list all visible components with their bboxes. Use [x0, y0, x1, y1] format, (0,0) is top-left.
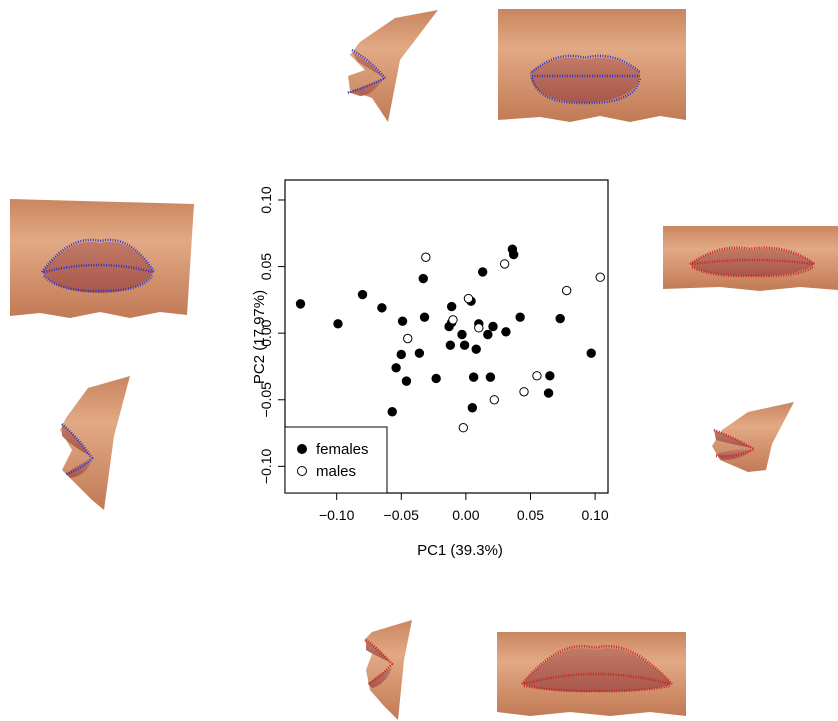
- legend-box: [285, 427, 387, 493]
- legend-label-females: females: [316, 441, 369, 458]
- y-tick-label: −0.10: [258, 448, 274, 484]
- bottom-side-profile-image: [364, 620, 412, 720]
- top-front-view-image: [498, 9, 686, 122]
- point-female: [478, 268, 486, 276]
- point-female: [419, 274, 427, 282]
- x-tick-label: 0.05: [517, 507, 544, 523]
- point-female: [509, 250, 517, 258]
- point-female: [397, 350, 405, 358]
- x-axis: −0.10 −0.05 0.00 0.05 0.10: [319, 493, 609, 523]
- y-tick-label: −0.05: [258, 382, 274, 418]
- top-side-profile-image: [347, 10, 438, 122]
- point-female: [334, 320, 342, 328]
- right-side-profile-image: [712, 402, 794, 472]
- left-side-profile-image: [60, 376, 130, 510]
- point-female: [486, 373, 494, 381]
- x-axis-label: PC1 (39.3%): [417, 542, 503, 559]
- x-tick-label: −0.05: [384, 507, 420, 523]
- scatter-plot: −0.10 −0.05 0.00 0.05 0.10 −0.10 −0.05 0.00 0.0…: [251, 180, 609, 559]
- point-female: [502, 328, 510, 336]
- point-male: [596, 273, 604, 281]
- legend-label-males: males: [316, 463, 356, 480]
- point-female: [392, 364, 400, 372]
- left-front-view-image: [10, 199, 194, 318]
- point-female: [472, 345, 480, 353]
- x-tick-label: 0.10: [581, 507, 608, 523]
- point-female: [446, 341, 454, 349]
- y-tick-label: 0.10: [258, 186, 274, 213]
- point-male: [422, 253, 430, 261]
- point-female: [556, 314, 564, 322]
- point-female: [489, 322, 497, 330]
- point-female: [546, 372, 554, 380]
- bottom-front-view-image: [497, 632, 686, 716]
- point-female: [516, 313, 524, 321]
- point-female: [398, 317, 406, 325]
- point-female: [296, 300, 304, 308]
- point-male: [533, 372, 541, 380]
- point-female: [402, 377, 410, 385]
- point-female: [432, 374, 440, 382]
- y-tick-label: 0.05: [258, 253, 274, 280]
- point-male: [404, 334, 412, 342]
- point-female: [468, 404, 476, 412]
- x-tick-label: −0.10: [319, 507, 355, 523]
- point-female: [460, 341, 468, 349]
- point-female: [447, 302, 455, 310]
- point-female: [469, 373, 477, 381]
- point-male: [464, 294, 472, 302]
- point-male: [475, 324, 483, 332]
- point-female: [484, 330, 492, 338]
- point-female: [544, 389, 552, 397]
- point-male: [562, 286, 570, 294]
- point-female: [415, 349, 423, 357]
- point-male: [449, 316, 457, 324]
- point-female: [358, 290, 366, 298]
- legend-marker-males: [298, 467, 307, 476]
- point-female: [378, 304, 386, 312]
- right-front-view-image: [663, 226, 838, 291]
- point-male: [490, 396, 498, 404]
- point-female: [420, 313, 428, 321]
- point-female: [388, 408, 396, 416]
- x-tick-label: 0.00: [452, 507, 479, 523]
- y-axis-label: PC2 (17.97%): [251, 290, 268, 384]
- point-male: [459, 424, 467, 432]
- point-female: [587, 349, 595, 357]
- legend-marker-females: [298, 445, 307, 454]
- point-male: [500, 260, 508, 268]
- legend: females males: [285, 427, 387, 493]
- point-male: [520, 388, 528, 396]
- point-female: [458, 330, 466, 338]
